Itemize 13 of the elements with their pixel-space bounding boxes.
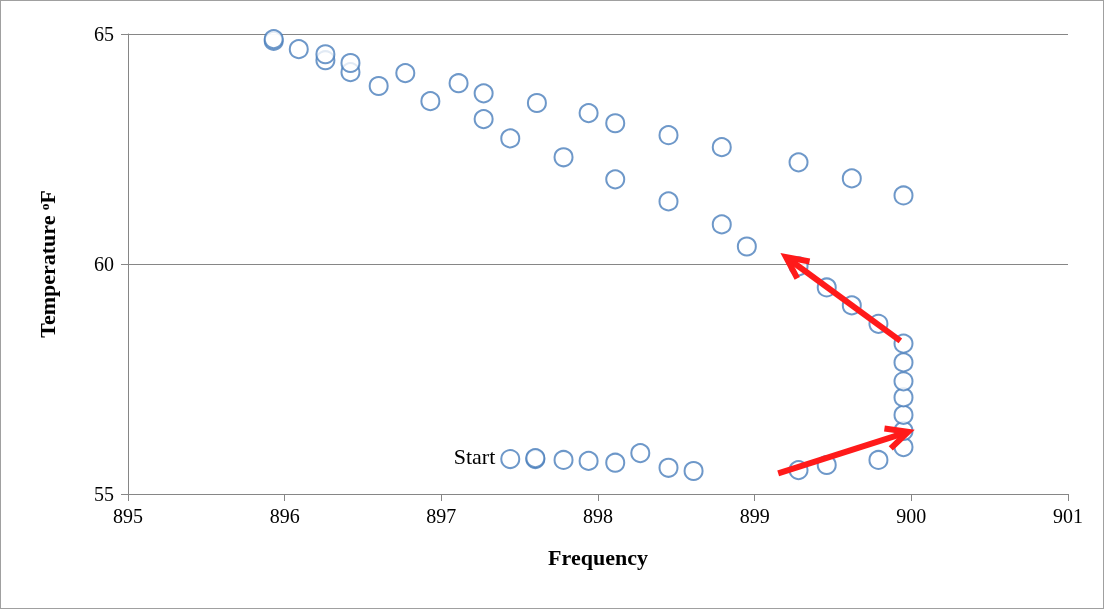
x-tick-label: 901: [1053, 505, 1083, 527]
y-tick-label: 60: [94, 253, 114, 275]
annotation: Start: [453, 443, 496, 469]
x-tick-label: 896: [269, 505, 300, 527]
y-tick-label: 55: [94, 483, 114, 505]
x-tick-label: 895: [113, 505, 143, 527]
y-axis-title: Temperature ᵒF: [34, 190, 60, 338]
x-axis-title: Frequency: [548, 544, 648, 570]
x-tick-label: 898: [583, 505, 613, 527]
x-tick-label: 897: [426, 505, 457, 527]
x-tick-label: 899: [739, 505, 770, 527]
y-tick-label: 65: [94, 23, 114, 45]
x-tick-label: 900: [896, 505, 927, 527]
